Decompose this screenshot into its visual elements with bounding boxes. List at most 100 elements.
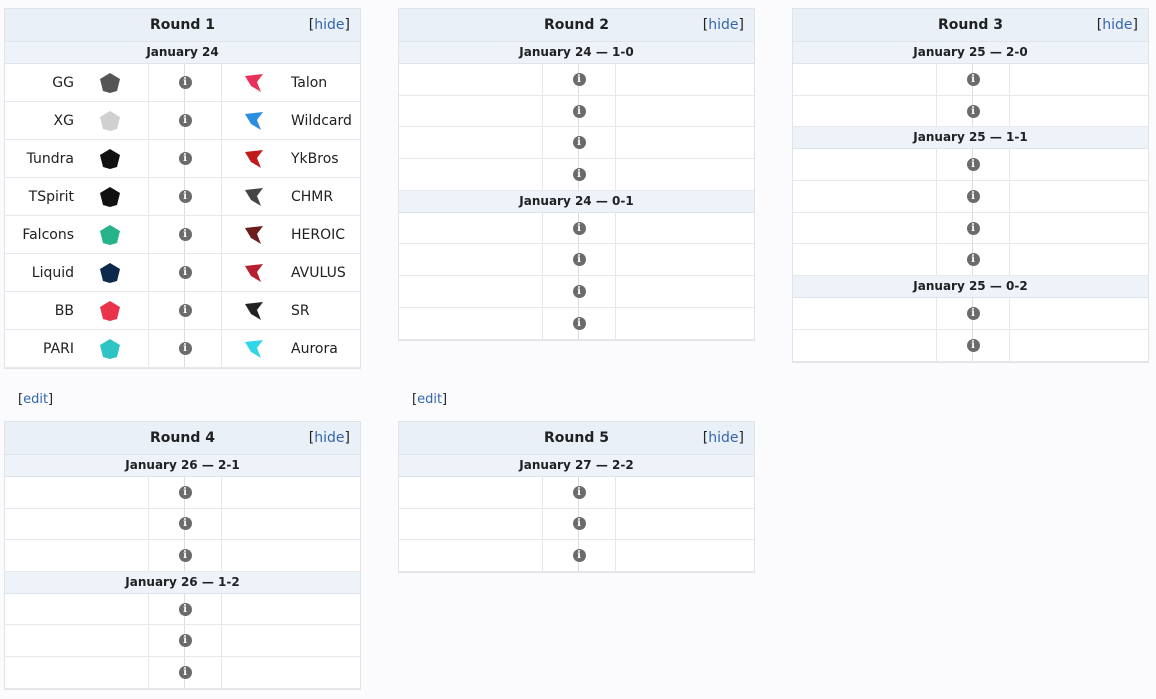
match-row[interactable]: i bbox=[793, 64, 1148, 96]
match-row[interactable]: i bbox=[5, 625, 360, 657]
match-row[interactable]: i bbox=[399, 64, 754, 96]
team-name[interactable]: SR bbox=[291, 302, 310, 319]
match-row[interactable]: i bbox=[793, 212, 1148, 245]
info-icon[interactable]: i bbox=[178, 634, 192, 648]
hide-link[interactable]: hide bbox=[314, 17, 345, 33]
info-icon[interactable]: i bbox=[572, 221, 586, 235]
team-name[interactable]: XG bbox=[53, 112, 74, 129]
team-name[interactable]: Talon bbox=[291, 74, 328, 91]
match-row[interactable]: i bbox=[399, 307, 754, 340]
info-icon[interactable]: i bbox=[966, 104, 980, 118]
info-icon[interactable]: i bbox=[966, 221, 980, 235]
info-icon[interactable]: i bbox=[966, 306, 980, 320]
team-name[interactable]: HEROIC bbox=[291, 226, 346, 243]
match-row[interactable]: i bbox=[399, 212, 754, 245]
info-icon[interactable]: i bbox=[178, 114, 192, 127]
team-name[interactable]: Wildcard bbox=[291, 112, 352, 129]
match-row[interactable]: i bbox=[793, 181, 1148, 213]
match-row[interactable]: i bbox=[793, 298, 1148, 330]
hide-link[interactable]: hide bbox=[1102, 17, 1133, 33]
info-icon[interactable]: i bbox=[572, 517, 586, 531]
edit-anchor[interactable]: edit bbox=[417, 392, 443, 407]
match-row[interactable]: i bbox=[5, 593, 360, 626]
hide-link[interactable]: hide bbox=[314, 430, 345, 446]
match-row[interactable]: i bbox=[399, 477, 754, 509]
match-row[interactable]: i bbox=[793, 149, 1148, 182]
hide-toggle[interactable]: [hide] bbox=[1096, 17, 1138, 33]
info-icon[interactable]: i bbox=[572, 104, 586, 118]
info-icon[interactable]: i bbox=[178, 304, 192, 317]
match-row[interactable]: Liquid i AVULUS bbox=[5, 254, 360, 292]
info-icon[interactable]: i bbox=[572, 253, 586, 267]
info-icon[interactable]: i bbox=[178, 548, 192, 562]
match-row[interactable]: i bbox=[399, 508, 754, 541]
info-icon[interactable]: i bbox=[178, 517, 192, 531]
match-row[interactable]: PARI i Aurora bbox=[5, 330, 360, 368]
match-row[interactable]: i bbox=[5, 656, 360, 689]
info-icon[interactable]: i bbox=[178, 266, 192, 279]
info-icon[interactable]: i bbox=[966, 72, 980, 86]
match-row[interactable]: XG i Wildcard bbox=[5, 102, 360, 140]
info-icon[interactable]: i bbox=[178, 665, 192, 679]
hide-link[interactable]: hide bbox=[708, 17, 739, 33]
match-row[interactable]: i bbox=[399, 95, 754, 128]
info-icon[interactable]: i bbox=[966, 338, 980, 352]
left-team-cell bbox=[399, 477, 543, 508]
team-name[interactable]: BB bbox=[54, 302, 74, 319]
hide-toggle[interactable]: [hide] bbox=[702, 430, 744, 446]
match-row[interactable]: i bbox=[793, 329, 1148, 362]
info-icon[interactable]: i bbox=[178, 602, 192, 616]
left-team-cell bbox=[793, 64, 937, 95]
info-icon[interactable]: i bbox=[178, 228, 192, 241]
match-row[interactable]: i bbox=[399, 244, 754, 277]
info-icon[interactable]: i bbox=[572, 316, 586, 330]
info-icon[interactable]: i bbox=[966, 253, 980, 267]
match-row[interactable]: i bbox=[5, 477, 360, 509]
match-row[interactable]: Falcons i HEROIC bbox=[5, 216, 360, 254]
info-icon[interactable]: i bbox=[178, 190, 192, 203]
edit-link[interactable]: [edit] bbox=[18, 392, 54, 407]
hide-toggle[interactable]: [hide] bbox=[308, 17, 350, 33]
info-icon[interactable]: i bbox=[178, 76, 192, 89]
edit-anchor[interactable]: edit bbox=[23, 392, 49, 407]
info-icon[interactable]: i bbox=[572, 485, 586, 499]
match-row[interactable]: Tundra i YkBros bbox=[5, 140, 360, 178]
info-icon[interactable]: i bbox=[966, 189, 980, 203]
info-icon[interactable]: i bbox=[572, 136, 586, 150]
match-row[interactable]: i bbox=[399, 276, 754, 308]
match-info-cell: i bbox=[543, 64, 616, 95]
match-row[interactable]: i bbox=[399, 127, 754, 160]
left-team-cell bbox=[793, 149, 937, 181]
team-name[interactable]: Aurora bbox=[291, 340, 338, 357]
team-name[interactable]: Tundra bbox=[26, 150, 74, 167]
info-icon[interactable]: i bbox=[966, 158, 980, 172]
hide-toggle[interactable]: [hide] bbox=[702, 17, 744, 33]
team-name[interactable]: Liquid bbox=[31, 264, 74, 281]
match-row[interactable]: i bbox=[793, 244, 1148, 277]
match-row[interactable]: BB i SR bbox=[5, 292, 360, 330]
match-row[interactable]: i bbox=[399, 159, 754, 191]
match-row[interactable]: i bbox=[399, 540, 754, 572]
team-name[interactable]: Falcons bbox=[22, 226, 74, 243]
team-name[interactable]: CHMR bbox=[291, 188, 334, 205]
team-name[interactable]: AVULUS bbox=[291, 264, 346, 281]
match-row[interactable]: i bbox=[5, 540, 360, 572]
team-name[interactable]: PARI bbox=[43, 340, 74, 357]
team-name[interactable]: YkBros bbox=[291, 150, 339, 167]
info-icon[interactable]: i bbox=[178, 485, 192, 499]
info-icon[interactable]: i bbox=[572, 284, 586, 298]
info-icon[interactable]: i bbox=[572, 72, 586, 86]
edit-link[interactable]: [edit] bbox=[412, 392, 448, 407]
info-icon[interactable]: i bbox=[572, 548, 586, 562]
team-name[interactable]: GG bbox=[52, 74, 74, 91]
match-row[interactable]: GG i Talon bbox=[5, 64, 360, 102]
info-icon[interactable]: i bbox=[178, 342, 192, 355]
team-name[interactable]: TSpirit bbox=[28, 188, 74, 205]
info-icon[interactable]: i bbox=[572, 167, 586, 181]
info-icon[interactable]: i bbox=[178, 152, 192, 165]
match-row[interactable]: TSpirit i CHMR bbox=[5, 178, 360, 216]
hide-toggle[interactable]: [hide] bbox=[308, 430, 350, 446]
match-row[interactable]: i bbox=[793, 95, 1148, 128]
hide-link[interactable]: hide bbox=[708, 430, 739, 446]
match-row[interactable]: i bbox=[5, 508, 360, 541]
